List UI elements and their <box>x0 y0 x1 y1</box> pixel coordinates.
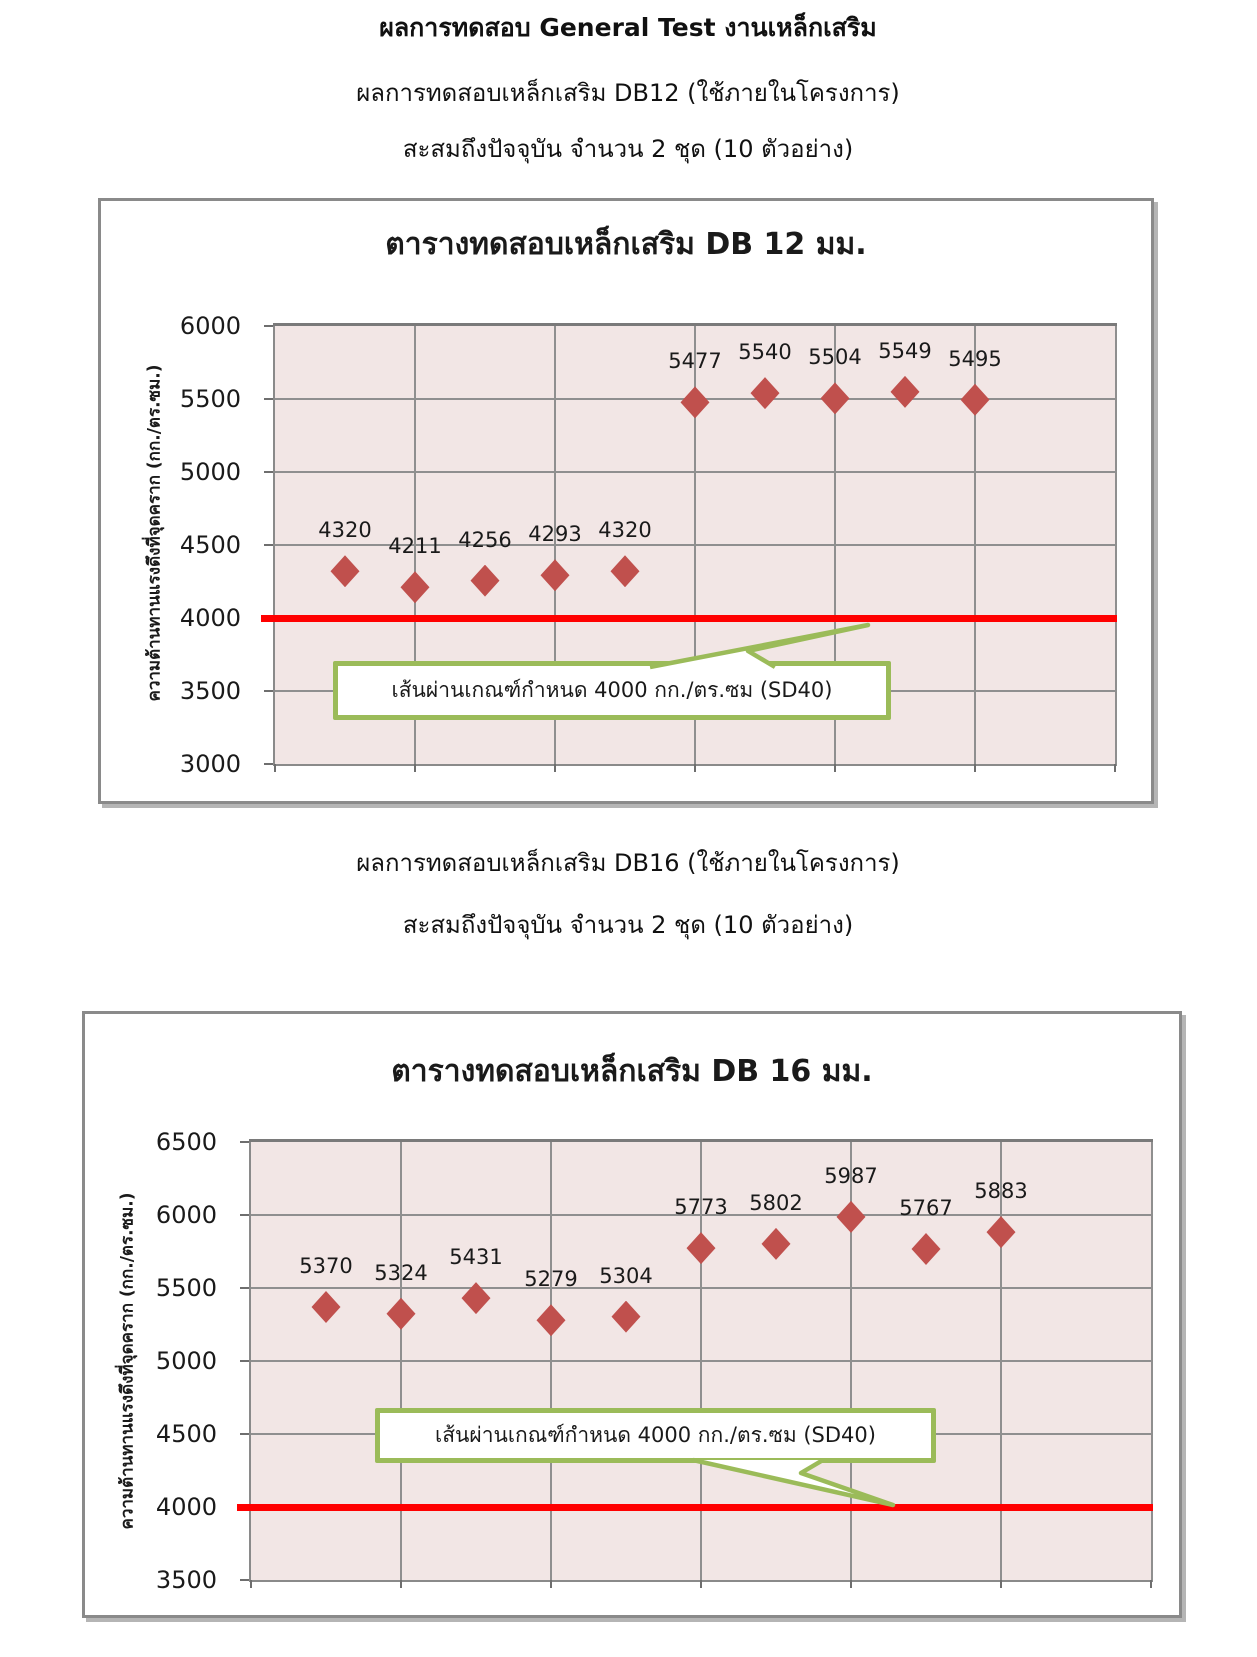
gridline-vertical <box>554 326 556 764</box>
data-point-label: 5883 <box>974 1179 1028 1204</box>
y-tick-label: 4500 <box>155 1420 217 1448</box>
y-tick-mark <box>264 544 273 546</box>
y-tick-label: 5500 <box>179 385 241 413</box>
x-tick-mark <box>550 1580 552 1588</box>
data-point-label: 4320 <box>318 518 372 543</box>
y-tick-label: 5000 <box>155 1347 217 1375</box>
x-tick-mark <box>974 764 976 772</box>
gridline-vertical <box>400 1142 402 1580</box>
plot-top-border <box>249 1139 1153 1142</box>
x-tick-mark <box>700 1580 702 1588</box>
y-tick-mark <box>264 690 273 692</box>
data-point-label: 5549 <box>878 338 932 363</box>
data-point-label: 5773 <box>674 1195 728 1220</box>
chart-db16: ตารางทดสอบเหล็กเสริม DB 16 มม. ความต้านทา… <box>82 1011 1182 1618</box>
subtitle-db16: ผลการทดสอบเหล็กเสริม DB16 (ใช้ภายในโครงก… <box>356 849 900 877</box>
y-tick-label: 3500 <box>179 677 241 705</box>
data-point-label: 5540 <box>738 340 792 365</box>
y-tick-mark <box>240 1360 249 1362</box>
data-point-label: 5324 <box>374 1260 428 1285</box>
y-tick-mark <box>240 1579 249 1581</box>
plot-top-border <box>273 323 1117 326</box>
callout-text: เส้นผ่านเกณฑ์กำหนด 4000 กก./ตร.ซม (SD40) <box>435 1423 876 1447</box>
x-tick-mark <box>274 764 276 772</box>
gridline-vertical <box>1000 1142 1002 1580</box>
gridline-vertical <box>834 326 836 764</box>
y-tick-label: 3500 <box>155 1566 217 1594</box>
data-point-label: 5477 <box>668 349 722 374</box>
callout: เส้นผ่านเกณฑ์กำหนด 4000 กก./ตร.ซม (SD40) <box>375 1408 936 1463</box>
x-tick-mark <box>1150 1580 1152 1588</box>
y-tick-label: 6500 <box>155 1128 217 1156</box>
y-tick-mark <box>240 1214 249 1216</box>
data-point-label: 4256 <box>458 527 512 552</box>
data-point-label: 4211 <box>388 534 442 559</box>
y-tick-mark <box>240 1433 249 1435</box>
chart-title: ตารางทดสอบเหล็กเสริม DB 16 มม. <box>391 1054 873 1089</box>
chart-title: ตารางทดสอบเหล็กเสริม DB 12 มม. <box>385 227 867 262</box>
y-tick-label: 6000 <box>155 1201 217 1229</box>
subtitle-sets-db16: สะสมถึงปัจจุบัน จำนวน 2 ชุด (10 ตัวอย่าง… <box>402 911 854 939</box>
y-tick-mark <box>264 398 273 400</box>
subtitle-sets-db12: สะสมถึงปัจจุบัน จำนวน 2 ชุด (10 ตัวอย่าง… <box>402 135 854 163</box>
y-tick-label: 5500 <box>155 1274 217 1302</box>
y-tick-mark <box>240 1141 249 1143</box>
chart-db12: ตารางทดสอบเหล็กเสริม DB 12 มม. ความต้านทา… <box>98 198 1154 804</box>
data-point-label: 5767 <box>899 1196 953 1221</box>
x-tick-mark <box>414 764 416 772</box>
data-point-label: 5495 <box>948 346 1002 371</box>
callout: เส้นผ่านเกณฑ์กำหนด 4000 กก./ตร.ซม (SD40) <box>333 661 891 720</box>
x-tick-mark <box>250 1580 252 1588</box>
x-tick-mark <box>850 1580 852 1588</box>
data-point-label: 4320 <box>598 518 652 543</box>
y-tick-label: 4000 <box>179 604 241 632</box>
data-point-label: 5802 <box>749 1190 803 1215</box>
plot-right-border <box>1115 326 1117 764</box>
threshold-line <box>261 614 1117 622</box>
gridline-vertical <box>694 326 696 764</box>
y-tick-label: 4500 <box>179 531 241 559</box>
data-point-label: 5431 <box>449 1245 503 1270</box>
data-point-label: 5987 <box>824 1163 878 1188</box>
gridline-vertical <box>974 326 976 764</box>
y-axis <box>249 1142 251 1582</box>
gridline-vertical <box>700 1142 702 1580</box>
y-tick-label: 4000 <box>155 1493 217 1521</box>
callout-text: เส้นผ่านเกณฑ์กำหนด 4000 กก./ตร.ซม (SD40) <box>391 678 833 702</box>
y-tick-label: 3000 <box>179 750 241 778</box>
x-tick-mark <box>694 764 696 772</box>
y-tick-label: 5000 <box>179 458 241 486</box>
x-tick-mark <box>400 1580 402 1588</box>
gridline-vertical <box>850 1142 852 1580</box>
x-tick-mark <box>1000 1580 1002 1588</box>
y-axis <box>273 326 275 766</box>
page-title: ผลการทดสอบ General Test งานเหล็กเสริม <box>379 13 877 42</box>
data-point-label: 5304 <box>599 1263 653 1288</box>
x-tick-mark <box>834 764 836 772</box>
y-tick-mark <box>240 1287 249 1289</box>
subtitle-db12: ผลการทดสอบเหล็กเสริม DB12 (ใช้ภายในโครงก… <box>356 79 900 107</box>
data-point-label: 5279 <box>524 1267 578 1292</box>
data-point-label: 5370 <box>299 1253 353 1278</box>
data-point-label: 5504 <box>808 345 862 370</box>
data-point-label: 4293 <box>528 522 582 547</box>
gridline-vertical <box>414 326 416 764</box>
y-tick-label: 6000 <box>179 312 241 340</box>
plot-right-border <box>1151 1142 1153 1580</box>
threshold-line <box>237 1503 1153 1511</box>
y-tick-mark <box>264 763 273 765</box>
y-tick-mark <box>264 325 273 327</box>
x-tick-mark <box>1114 764 1116 772</box>
y-tick-mark <box>264 471 273 473</box>
x-tick-mark <box>554 764 556 772</box>
gridline-vertical <box>550 1142 552 1580</box>
